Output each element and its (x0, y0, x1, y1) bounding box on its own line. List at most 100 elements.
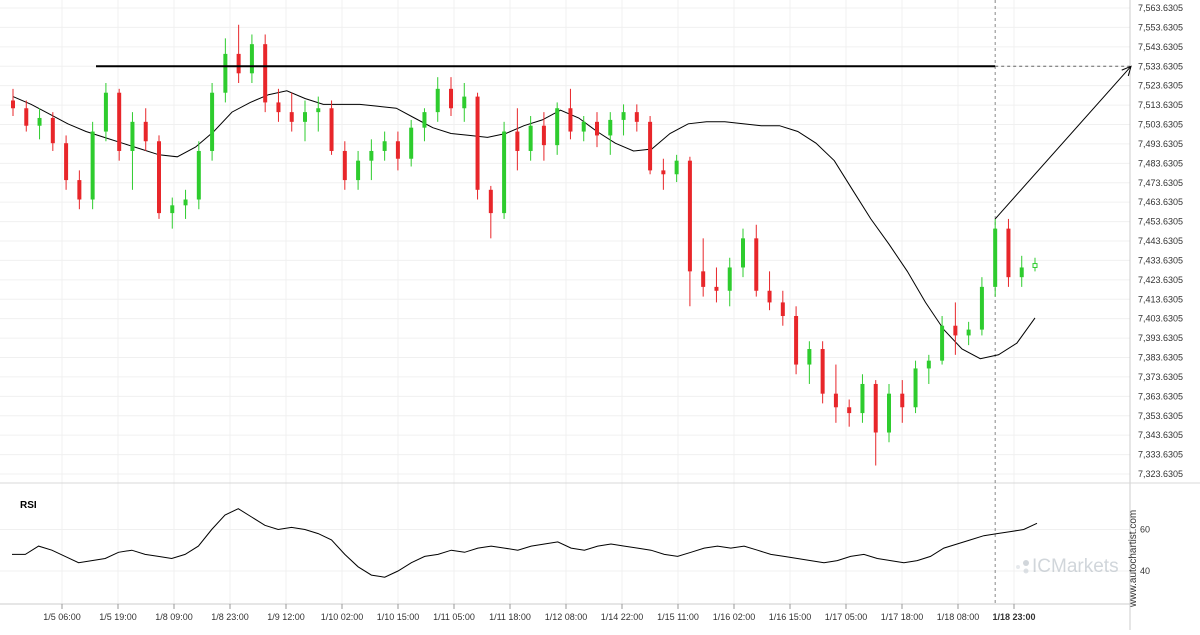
candle-body (303, 112, 307, 122)
price-tick-label: 7,493.6305 (1138, 139, 1183, 149)
price-tick-label: 7,383.6305 (1138, 353, 1183, 363)
candle-body (820, 349, 825, 394)
time-tick-label: 1/15 11:00 (657, 612, 699, 622)
time-tick-label: 1/10 15:00 (377, 612, 420, 622)
candle-body (741, 238, 745, 268)
candle (435, 77, 440, 122)
candle (581, 116, 586, 142)
rsi-tick-label: 40 (1140, 566, 1150, 576)
candle-body (515, 131, 520, 151)
candle (873, 380, 878, 466)
candle (303, 100, 307, 142)
candle (767, 271, 772, 311)
candle (342, 141, 347, 190)
candle-body (316, 108, 321, 113)
candle (714, 267, 719, 303)
candle (50, 112, 55, 151)
candle-body (103, 92, 108, 132)
candle-body (847, 407, 852, 414)
candle-body (210, 92, 215, 151)
projection-arrow-head (1121, 65, 1132, 77)
price-tick-label: 7,413.6305 (1138, 294, 1183, 304)
rsi-tick-label: 60 (1140, 524, 1150, 534)
candle-body (183, 199, 188, 206)
candle-body (780, 302, 785, 317)
candle-body (979, 286, 984, 330)
candle-body (249, 44, 254, 74)
candle (807, 341, 812, 384)
price-tick-label: 7,433.6305 (1138, 255, 1183, 265)
autochartist-url: www.autochartist.com (1128, 510, 1139, 608)
time-tick-label: 1/17 18:00 (881, 612, 924, 622)
projection-arrow-line (994, 65, 1132, 220)
candle (900, 380, 905, 423)
candle-body (966, 329, 971, 336)
candle-body (701, 271, 706, 287)
time-tick-label: 1/16 02:00 (713, 612, 756, 622)
candle-body (196, 150, 201, 200)
rsi-polyline (12, 508, 1038, 578)
candle-body (634, 112, 639, 122)
candle (422, 108, 427, 142)
candle-body (422, 112, 427, 128)
candle (462, 83, 467, 122)
candle (687, 156, 692, 307)
candle (90, 121, 95, 210)
candle (276, 88, 281, 122)
candle (621, 104, 626, 136)
candle (794, 306, 799, 375)
candle (741, 228, 745, 278)
candle-body (661, 170, 666, 175)
candle (37, 108, 42, 140)
time-tick-label: 1/11 05:00 (433, 612, 475, 622)
candle-body (674, 160, 679, 175)
candle-body (900, 393, 905, 408)
price-axis: 7,563.6305 7,553.6305 7,543.6305 7,533.6305… (1138, 3, 1183, 479)
moving-average-line (12, 90, 1036, 360)
candle-body (382, 141, 387, 151)
price-tick-label: 7,423.6305 (1138, 275, 1183, 285)
candle-body (342, 150, 347, 181)
candle-body (462, 96, 467, 109)
projection (994, 65, 1132, 220)
candle (515, 108, 520, 171)
time-tick-label: 1/18 08:00 (937, 612, 980, 622)
candle-body (289, 112, 294, 122)
price-tick-label: 7,363.6305 (1138, 391, 1183, 401)
candle-body (860, 383, 865, 414)
candle (820, 341, 825, 404)
price-tick-label: 7,543.6305 (1138, 42, 1183, 52)
candle-body (648, 121, 653, 171)
time-tick-label: 1/11 18:00 (489, 612, 531, 622)
icmarkets-logo: ICMarkets (1016, 556, 1119, 577)
rsi-title: RSI (20, 500, 37, 511)
candle (595, 112, 599, 148)
candle-body (64, 143, 69, 181)
price-tick-label: 7,453.6305 (1138, 217, 1183, 227)
candle-body (581, 121, 586, 132)
price-tick-label: 7,393.6305 (1138, 333, 1183, 343)
candle-body (130, 121, 135, 151)
price-tick-label: 7,553.6305 (1138, 22, 1183, 32)
candle (449, 77, 453, 117)
candle-body (170, 205, 175, 214)
candle (887, 383, 891, 443)
candle (369, 139, 374, 181)
price-tick-label: 7,443.6305 (1138, 236, 1183, 246)
candle-body (369, 150, 374, 161)
candle (143, 108, 148, 151)
candle (1019, 255, 1024, 287)
candle-body (236, 53, 241, 74)
price-tick-label: 7,473.6305 (1138, 178, 1183, 188)
candle (847, 399, 852, 427)
price-tick-label: 7,353.6305 (1138, 411, 1183, 421)
candle-body (595, 121, 599, 136)
candle-body (993, 228, 998, 287)
candle (395, 131, 400, 171)
candle-body (1019, 267, 1024, 278)
candle-body (37, 117, 42, 126)
candle (1032, 257, 1038, 272)
rsi-axis: 60 40 (1140, 524, 1150, 575)
price-tick-label: 7,563.6305 (1138, 3, 1183, 13)
